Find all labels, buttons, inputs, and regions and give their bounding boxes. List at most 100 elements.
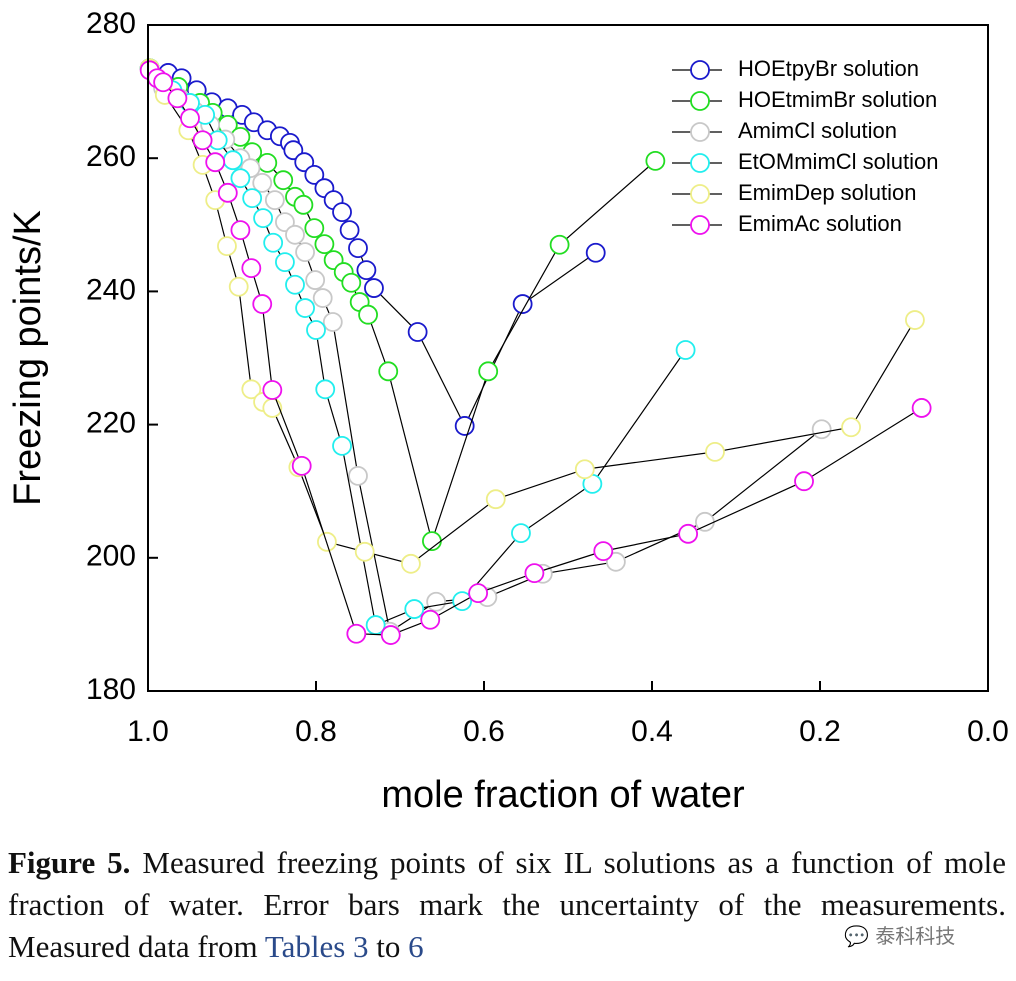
data-point bbox=[794, 471, 814, 492]
data-point bbox=[348, 465, 368, 486]
x-tick-label: 0.6 bbox=[463, 715, 505, 748]
data-point bbox=[242, 188, 263, 209]
data-point bbox=[585, 242, 606, 263]
data-point bbox=[407, 322, 428, 342]
x-tick-label: 0.8 bbox=[295, 715, 337, 748]
data-point bbox=[230, 220, 251, 241]
data-point bbox=[454, 416, 475, 436]
data-point bbox=[695, 511, 715, 532]
data-point bbox=[678, 523, 699, 544]
data-point bbox=[153, 72, 174, 93]
data-point bbox=[420, 609, 441, 630]
data-point bbox=[295, 242, 315, 263]
table-link[interactable]: 6 bbox=[408, 929, 424, 964]
data-point bbox=[401, 553, 421, 574]
data-point bbox=[312, 288, 333, 308]
data-point bbox=[305, 270, 326, 290]
data-point bbox=[293, 194, 314, 215]
data-point bbox=[354, 541, 375, 562]
data-point bbox=[228, 276, 249, 297]
data-point bbox=[605, 551, 626, 572]
data-point bbox=[241, 379, 262, 400]
data-point bbox=[378, 361, 399, 382]
y-tick-label: 240 bbox=[86, 273, 136, 306]
plot-area bbox=[139, 58, 932, 645]
y-tick-label: 180 bbox=[86, 673, 136, 706]
data-point bbox=[549, 234, 570, 255]
x-tick-label: 0.2 bbox=[799, 715, 841, 748]
data-point bbox=[252, 294, 273, 314]
data-point bbox=[222, 150, 243, 171]
data-point bbox=[275, 252, 295, 272]
legend-marker bbox=[690, 122, 710, 142]
legend-marker bbox=[690, 153, 710, 173]
legend-label: EmimAc solution bbox=[738, 211, 902, 236]
data-point bbox=[295, 298, 315, 318]
axes-frame bbox=[147, 24, 989, 692]
data-point bbox=[841, 417, 861, 438]
data-point bbox=[524, 563, 545, 584]
watermark-text: 泰科科技 bbox=[875, 924, 956, 948]
y-tick-label: 200 bbox=[86, 540, 136, 573]
data-point bbox=[285, 224, 305, 245]
data-point bbox=[205, 152, 226, 173]
legend-label: EtOMmimCl solution bbox=[738, 149, 938, 174]
data-point bbox=[230, 168, 251, 189]
data-point bbox=[306, 320, 326, 340]
data-point bbox=[811, 419, 832, 440]
data-point bbox=[241, 258, 262, 278]
data-point bbox=[252, 172, 273, 193]
legend-marker bbox=[690, 184, 710, 204]
data-point bbox=[675, 340, 696, 360]
data-point bbox=[291, 455, 312, 476]
data-point bbox=[263, 232, 284, 253]
data-point bbox=[264, 190, 285, 211]
legend-marker bbox=[690, 215, 710, 235]
data-point bbox=[485, 489, 506, 510]
data-point bbox=[574, 459, 595, 480]
data-point bbox=[180, 108, 200, 129]
data-point bbox=[705, 442, 725, 462]
legend-marker bbox=[690, 91, 710, 111]
data-point bbox=[332, 436, 352, 456]
data-point bbox=[322, 312, 343, 332]
data-point bbox=[285, 274, 305, 295]
data-point bbox=[356, 260, 377, 280]
data-point bbox=[167, 88, 188, 109]
data-point bbox=[380, 625, 401, 645]
legend-label: HOEtpyBr solution bbox=[738, 56, 919, 81]
data-point bbox=[478, 361, 499, 382]
data-point bbox=[905, 310, 925, 330]
data-point bbox=[511, 523, 531, 544]
caption-connector: to bbox=[376, 929, 401, 964]
legend-label: HOEtmimBr solution bbox=[738, 87, 937, 112]
data-point bbox=[346, 623, 367, 644]
data-point bbox=[257, 152, 278, 173]
x-tick-label: 0.4 bbox=[631, 715, 673, 748]
table-link[interactable]: Tables 3 bbox=[264, 929, 369, 964]
watermark: 💬 泰科科技 bbox=[840, 920, 960, 949]
data-point bbox=[348, 238, 368, 259]
data-point bbox=[341, 272, 362, 293]
data-point bbox=[314, 234, 335, 255]
data-point bbox=[512, 294, 533, 314]
legend-marker bbox=[690, 60, 710, 80]
data-point bbox=[404, 599, 425, 619]
data-point bbox=[593, 541, 614, 562]
data-point bbox=[192, 130, 213, 151]
y-tick-label: 260 bbox=[86, 140, 136, 173]
chart: mole fraction of water Freezing points/K… bbox=[7, 7, 1009, 816]
data-point bbox=[273, 170, 294, 191]
y-tick-label: 220 bbox=[86, 407, 136, 440]
data-point bbox=[426, 591, 447, 612]
data-point bbox=[364, 278, 384, 298]
data-point bbox=[217, 236, 237, 257]
data-point bbox=[911, 398, 932, 418]
caption-label: Figure 5. bbox=[8, 845, 131, 880]
data-point bbox=[253, 208, 273, 229]
data-point bbox=[217, 182, 238, 203]
data-point bbox=[262, 380, 283, 400]
data-point bbox=[304, 164, 325, 185]
data-point bbox=[339, 220, 360, 241]
